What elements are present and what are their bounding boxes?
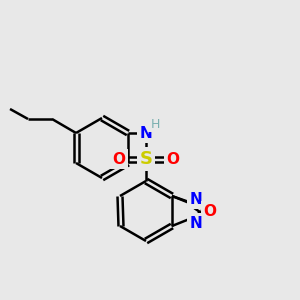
Text: N: N (190, 215, 202, 230)
Text: H: H (150, 118, 160, 130)
Text: S: S (140, 150, 152, 168)
Text: N: N (190, 191, 202, 206)
Text: O: O (167, 152, 179, 166)
Text: O: O (203, 203, 217, 218)
Text: N: N (140, 125, 152, 140)
Text: O: O (112, 152, 125, 166)
